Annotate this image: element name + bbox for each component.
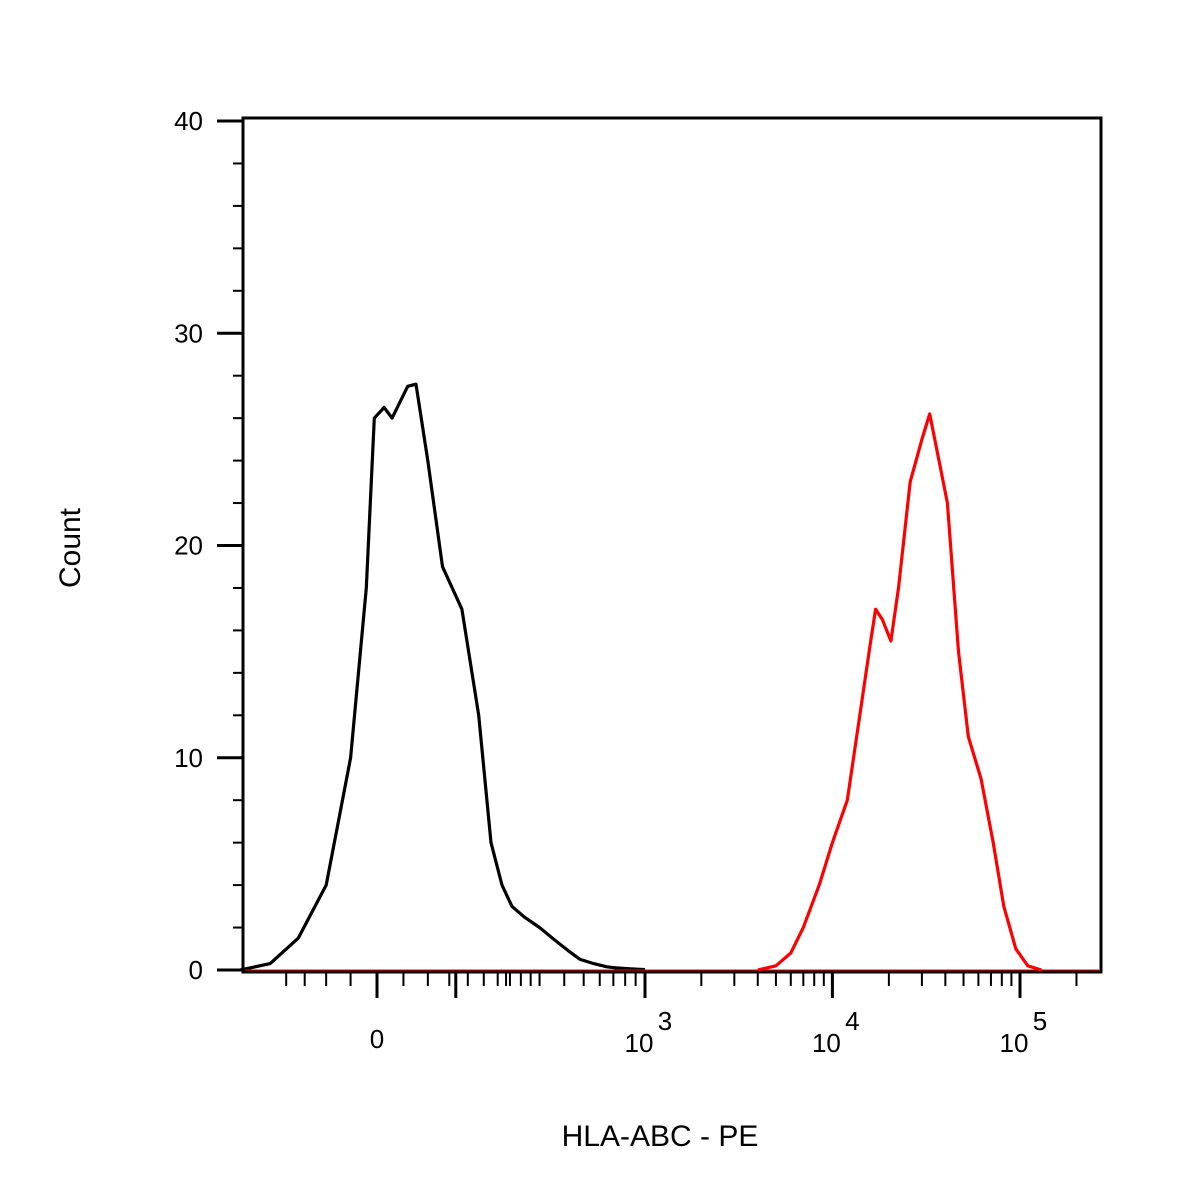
axes — [241, 116, 1103, 974]
x-tick-label: 103 — [625, 1006, 673, 1058]
x-tick-label-exponent: 4 — [845, 1006, 859, 1036]
x-tick-label: 104 — [812, 1006, 860, 1058]
x-tick-label-base: 0 — [370, 1024, 384, 1054]
x-tick-label-exponent: 3 — [658, 1006, 672, 1036]
y-tick-label: 10 — [174, 743, 203, 773]
x-tick-label: 105 — [1000, 1006, 1048, 1058]
histogram-series-1 — [239, 382, 646, 972]
x-axis-label: HLA-ABC - PE — [562, 1120, 759, 1153]
x-tick-label: 0 — [370, 1024, 384, 1054]
y-tick-label: 20 — [174, 531, 203, 561]
histogram-series-2 — [757, 412, 1042, 972]
plot-frame — [241, 116, 1103, 974]
y-tick-label: 30 — [174, 318, 203, 348]
y-axis-label: Count — [54, 507, 87, 588]
x-tick-label-base: 10 — [625, 1028, 654, 1058]
y-tick-label: 40 — [174, 106, 203, 136]
y-axis-ticks: 0 10 20 30 40 — [174, 106, 243, 985]
y-tick-label: 0 — [189, 955, 203, 985]
series-group — [239, 382, 1099, 972]
x-tick-label-base: 10 — [812, 1028, 841, 1058]
x-tick-label-base: 10 — [1000, 1028, 1029, 1058]
x-tick-label-exponent: 5 — [1033, 1006, 1047, 1036]
